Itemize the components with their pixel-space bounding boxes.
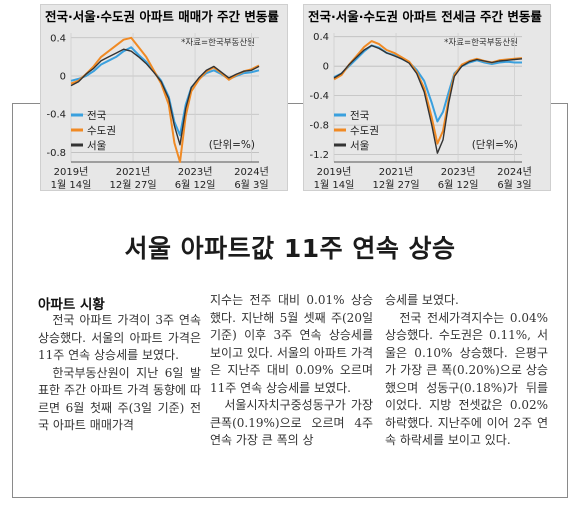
legend-label: 전국 (87, 110, 107, 122)
x-tick-year: 2021년 (379, 166, 414, 178)
sale-price-chart: 전국·서울·수도권 아파트 매매가 주간 변동률 *자료=한국부동산원 0.4 0 -0… (40, 4, 288, 191)
x-tick-date: 1월 14일 (314, 179, 355, 191)
article-column-3: 승세를 보였다. 전국 전세가격지수는 0.04% 상승했다. 수도권은 0.1… (385, 292, 548, 450)
series-line-national (333, 44, 522, 123)
source-note: *자료=한국부동산원 (444, 37, 518, 48)
legend-label: 전국 (350, 110, 370, 122)
x-tick-year: 2019년 (317, 166, 352, 178)
legend-label: 수도권 (350, 125, 379, 137)
x-tick-year: 2023년 (441, 166, 476, 178)
y-tick-label: 0.4 (50, 33, 66, 44)
paragraph: 전국 아파트 가격이 3주 연속 상승했다. 서울의 아파트 가격은 11주 연… (38, 313, 201, 362)
paragraph: 승세를 보였다. (385, 293, 459, 307)
paragraph: 지수는 전주 대비 0.01% 상승했다. 지난해 5월 셋째 주(20일 기준… (210, 293, 373, 395)
jeonse-chart: 전국·서울·수도권 아파트 전세금 주간 변동률 *자료=한국부동산원 0.4 0 -0… (303, 4, 551, 191)
x-tick-year: 2019년 (54, 166, 89, 178)
x-tick-date: 12월 27일 (373, 179, 420, 191)
article-column-1: 전국 아파트 가격이 3주 연속 상승했다. 서울의 아파트 가격은 11주 연… (38, 312, 201, 435)
series-line-seoul (70, 48, 260, 146)
article-column-2: 지수는 전주 대비 0.01% 상승했다. 지난해 5월 셋째 주(20일 기준… (210, 292, 373, 450)
x-tick-year: 2023년 (178, 166, 213, 178)
y-tick-label: -0.4 (46, 110, 66, 121)
x-tick-date: 6월 12일 (438, 179, 479, 191)
x-tick-date: 1월 14일 (51, 179, 92, 191)
unit-label: (단위=%) (472, 138, 518, 151)
y-tick-label: 0 (60, 72, 66, 83)
source-note: *자료=한국부동산원 (181, 37, 255, 48)
x-tick-date: 6월 3일 (234, 179, 268, 191)
series-line-seoul (333, 44, 523, 154)
jeonse-chart-svg: 전국·서울·수도권 아파트 전세금 주간 변동률 *자료=한국부동산원 0.4 0 -0… (308, 9, 542, 191)
paragraph: 전국 전세가격지수는 0.04% 상승했다. 수도권은 0.11%, 서울은 0… (385, 310, 548, 448)
y-tick-label: 0 (323, 62, 329, 73)
x-tick-year: 2024년 (497, 166, 532, 178)
chart-title: 전국·서울·수도권 아파트 전세금 주간 변동률 (308, 9, 542, 24)
x-tick-year: 2021년 (116, 166, 151, 178)
y-tick-label: 0.4 (313, 32, 329, 43)
sale-price-chart-svg: 전국·서울·수도권 아파트 매매가 주간 변동률 *자료=한국부동산원 0.4 0 -0… (45, 9, 279, 191)
article-headline: 서울 아파트값 11주 연속 상승 (124, 234, 456, 263)
x-tick-date: 6월 3일 (497, 179, 531, 191)
y-tick-label: -0.4 (309, 91, 329, 102)
x-tick-year: 2024년 (234, 166, 269, 178)
legend-label: 서울 (87, 140, 107, 152)
y-tick-label: -1.2 (309, 150, 329, 161)
section-title: 아파트 시황 (38, 297, 105, 313)
paragraph: 서울시자치구중성동구가 가장 큰폭(0.19%)으로 오르며 4주 연속 가장 … (210, 398, 373, 447)
unit-label: (단위=%) (209, 138, 255, 151)
y-tick-label: -0.8 (309, 121, 329, 132)
x-tick-date: 6월 12일 (175, 179, 216, 191)
y-tick-label: -0.8 (46, 148, 66, 159)
x-tick-date: 12월 27일 (110, 179, 157, 191)
legend-label: 수도권 (87, 125, 116, 137)
chart-title: 전국·서울·수도권 아파트 매매가 주간 변동률 (45, 9, 279, 24)
paragraph: 한국부동산원이 지난 6일 발표한 주간 아파트 가격 동향에 따르면 6월 첫… (38, 365, 201, 433)
series-line-capital (70, 36, 260, 163)
legend-label: 서울 (350, 140, 370, 152)
